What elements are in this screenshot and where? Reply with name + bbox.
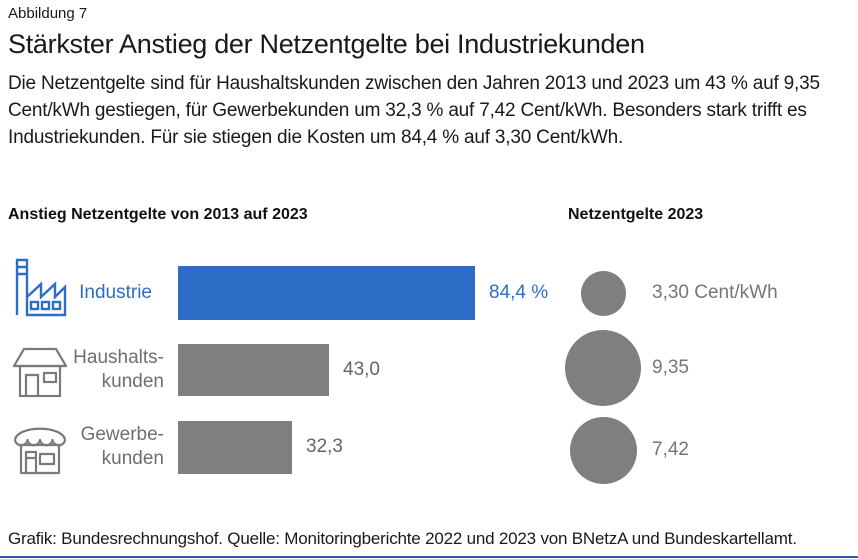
bar-chart-title: Anstieg Netzentgelte von 2013 auf 2023 [8, 206, 308, 223]
shop-icon [13, 420, 67, 481]
bar-value-gewerbekunden: 32,3 [306, 436, 343, 457]
bar-category-label-haushaltskunden: Haushalts- kunden [58, 346, 164, 394]
bar-category-label-line: Gewerbe- [80, 424, 164, 445]
page-title: Stärkster Anstieg der Netzentgelte bei I… [8, 29, 645, 59]
bar-industrie [178, 266, 475, 320]
bar-category-label-line: Haushalts- [73, 347, 164, 368]
bubble-value-haushaltskunden: 9,35 [652, 357, 689, 378]
bubble-gewerbekunden [569, 416, 637, 484]
factory-icon [14, 257, 68, 322]
bottom-rule [0, 556, 858, 558]
bar-value-industrie: 84,4 % [489, 282, 549, 303]
bar-category-label-line: kunden [101, 371, 164, 392]
bubble-haushaltskunden [565, 330, 641, 406]
bubble-value-industrie: 3,30 Cent/kWh [652, 282, 778, 303]
bubble-industrie [580, 270, 626, 316]
figure-label: Abbildung 7 [8, 5, 88, 22]
bubble-chart-title: Netzentgelte 2023 [568, 206, 704, 223]
intro-text: Die Netzentgelte sind für Haushaltskunde… [8, 73, 820, 148]
bar-category-label-line: Industrie [79, 282, 152, 303]
bar-category-label-line: kunden [101, 448, 164, 469]
bubble-value-gewerbekunden: 7,42 [652, 439, 689, 460]
source-credit-text: Grafik: Bundesrechnungshof. Quelle: Moni… [8, 529, 797, 548]
bar-gewerbekunden [178, 421, 292, 474]
bar-value-haushaltskunden: 43,0 [343, 359, 380, 380]
bar-category-label-gewerbekunden: Gewerbe- kunden [58, 423, 164, 471]
bar-category-label-industrie: Industrie [58, 281, 152, 305]
house-icon [12, 346, 68, 403]
bar-haushaltskunden [178, 344, 329, 396]
